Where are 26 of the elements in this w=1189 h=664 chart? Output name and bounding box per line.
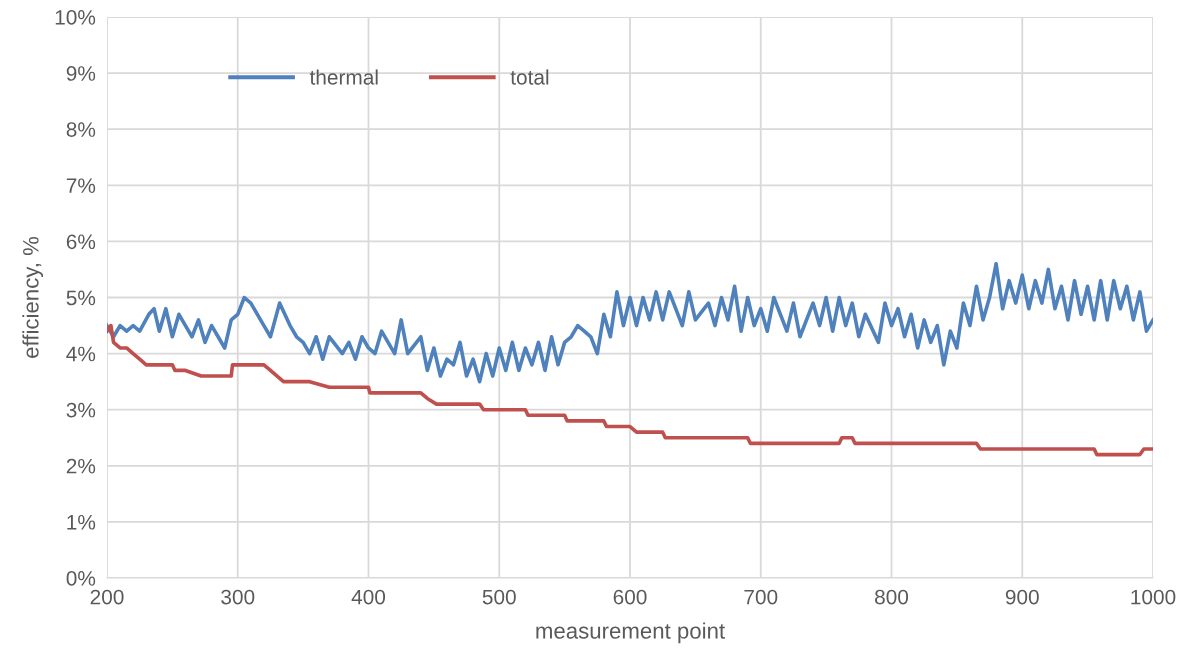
y-tick-label: 9%: [66, 66, 96, 81]
line-series: [107, 323, 1153, 457]
y-tick-label: 4%: [66, 346, 96, 362]
x-tick-label: 200: [90, 589, 124, 605]
y-tick-label: 2%: [66, 458, 96, 474]
legend-label: total: [510, 69, 549, 85]
y-tick-label: 1%: [67, 514, 96, 530]
x-tick-label: 700: [744, 589, 778, 605]
y-tick-label: 10%: [55, 10, 96, 25]
x-tick-label: 1000: [1131, 589, 1176, 605]
y-tick-label: 8%: [66, 122, 96, 137]
x-axis-title: measurement point: [536, 622, 725, 644]
x-tick-label: 900: [1005, 589, 1039, 605]
x-tick-label: 800: [875, 589, 909, 605]
y-tick-label: 0%: [66, 571, 96, 586]
x-tick-label: 500: [482, 589, 516, 605]
y-tick-label: 3%: [66, 402, 96, 418]
x-tick-label: 400: [351, 589, 386, 605]
y-tick-label: 7%: [66, 178, 96, 193]
line-series: [107, 262, 1153, 384]
y-axis-title: efficiency, %: [22, 236, 44, 358]
x-tick-label: 600: [613, 589, 647, 605]
x-tick-label: 300: [221, 589, 255, 605]
legend-label: thermal: [309, 69, 378, 85]
y-tick-label: 5%: [66, 290, 96, 306]
y-tick-label: 6%: [66, 234, 96, 250]
